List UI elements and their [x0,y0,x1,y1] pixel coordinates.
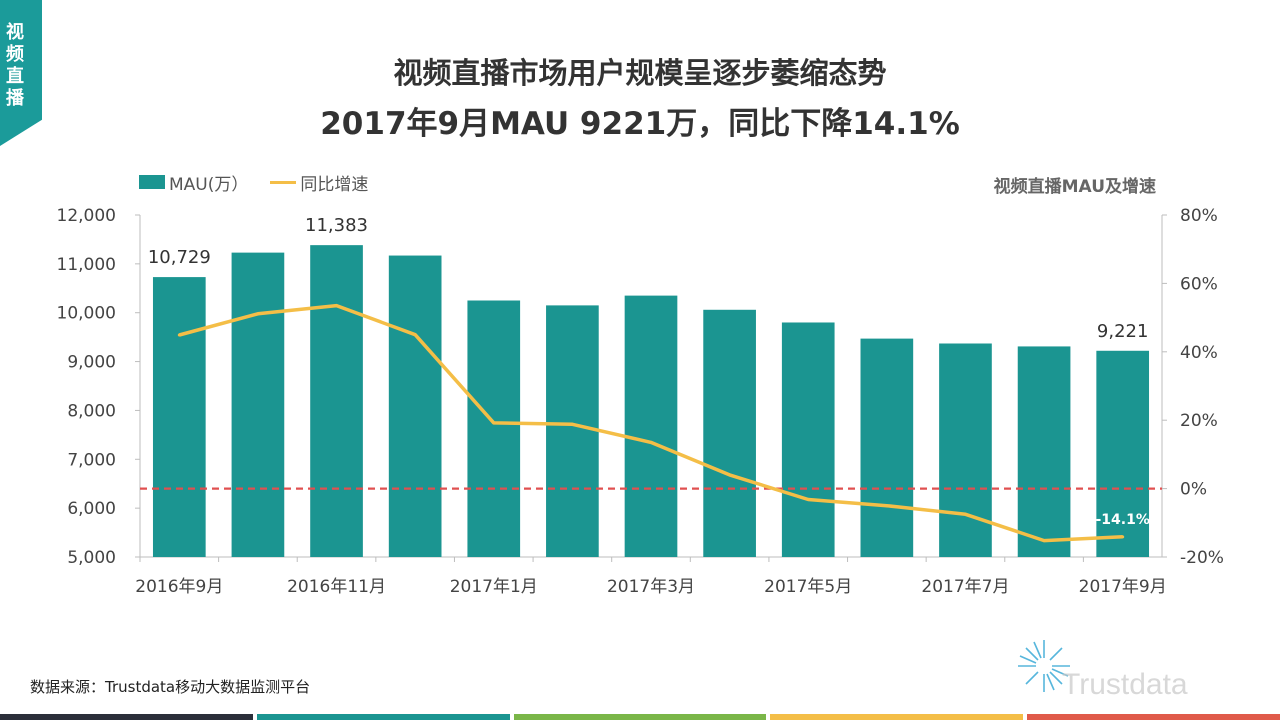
trustdata-logo-icon: Trustdata [1018,640,1188,701]
watermark-logo: Trustdata [952,632,1262,712]
footer-bar [256,714,510,720]
combo-chart: 5,000 6,000 7,000 8,000 9,000 10,000 11,000 12,… [57,206,1224,597]
legend-bar-swatch [139,175,165,189]
x-tick-label: 2016年9月 [135,577,223,597]
bar [624,295,678,557]
bar [467,300,521,557]
y-right-tick-label: 80% [1180,206,1218,226]
legend-mau-label: MAU(万） [169,174,249,195]
bar [388,255,442,557]
x-tick-label: 2017年3月 [607,577,695,597]
chart-panel-title: 视频直播MAU及增速 [993,177,1156,197]
growth-point [335,304,339,308]
bar [781,322,835,557]
y-left-tick-label: 6,000 [67,499,116,519]
growth-point [728,473,732,477]
growth-point [570,422,574,426]
legend-line-swatch [270,180,297,184]
bar-data-label: 11,383 [305,215,368,236]
y-left-tick-label: 11,000 [57,255,116,275]
growth-point [963,512,967,516]
bar [152,277,206,557]
footer-bar [1027,714,1280,720]
bar [546,305,599,557]
bar [231,252,285,557]
section-tag: 视频直播 [0,0,42,146]
x-tick-label: 2017年1月 [450,577,538,597]
bar-data-label: 9,221 [1097,321,1149,342]
growth-point [885,504,889,508]
footer-bar [770,714,1024,720]
chart-title: 视频直播市场用户规模呈逐步萎缩态势 [393,56,887,90]
x-tick-label: 2016年11月 [287,577,386,597]
growth-point [649,440,653,444]
footer-bar [513,714,767,720]
footer-color-bars [0,714,1280,720]
legend: MAU(万） 同比增速 [139,171,369,195]
y-left-tick-label: 12,000 [57,206,116,226]
y-right-tick-label: 60% [1180,274,1218,294]
growth-point [806,498,810,502]
y-left-tick-label: 8,000 [67,401,116,421]
bar [310,245,363,558]
y-right-tick-label: 0% [1180,480,1207,500]
x-tick-label: 2017年9月 [1079,577,1167,597]
footer-bar [0,714,253,720]
growth-point [177,333,181,337]
y-right-tick-label: 40% [1180,343,1218,363]
x-tick-label: 2017年5月 [764,577,852,597]
y-left-tick-label: 5,000 [67,548,116,568]
bar [703,309,756,557]
growth-point [413,333,417,337]
bar [1017,346,1071,557]
y-left-tick-label: 10,000 [57,304,116,324]
growth-point [1121,535,1125,539]
bar [939,343,992,557]
bar-data-label: 10,729 [148,247,211,268]
y-right-tick-label: -20% [1180,548,1224,568]
bar [860,338,914,557]
chart-subtitle-headline: 2017年9月MAU 9221万，同比下降14.1% [320,106,960,142]
section-tag-label: 视频直播 [6,22,24,109]
y-left-tick-label: 7,000 [67,450,116,470]
growth-point [256,312,260,316]
y-right-tick-label: 20% [1180,411,1218,431]
growth-point [492,421,496,425]
bar [1096,350,1150,557]
watermark-text: Trustdata [1062,668,1188,701]
growth-point [1042,539,1046,543]
source-note: 数据来源：Trustdata移动大数据监测平台 [30,678,311,696]
y-left-tick-label: 9,000 [67,353,116,373]
line-data-label: -14.1% [1095,512,1149,528]
legend-growth-label: 同比增速 [300,174,369,195]
x-tick-label: 2017年7月 [921,577,1009,597]
